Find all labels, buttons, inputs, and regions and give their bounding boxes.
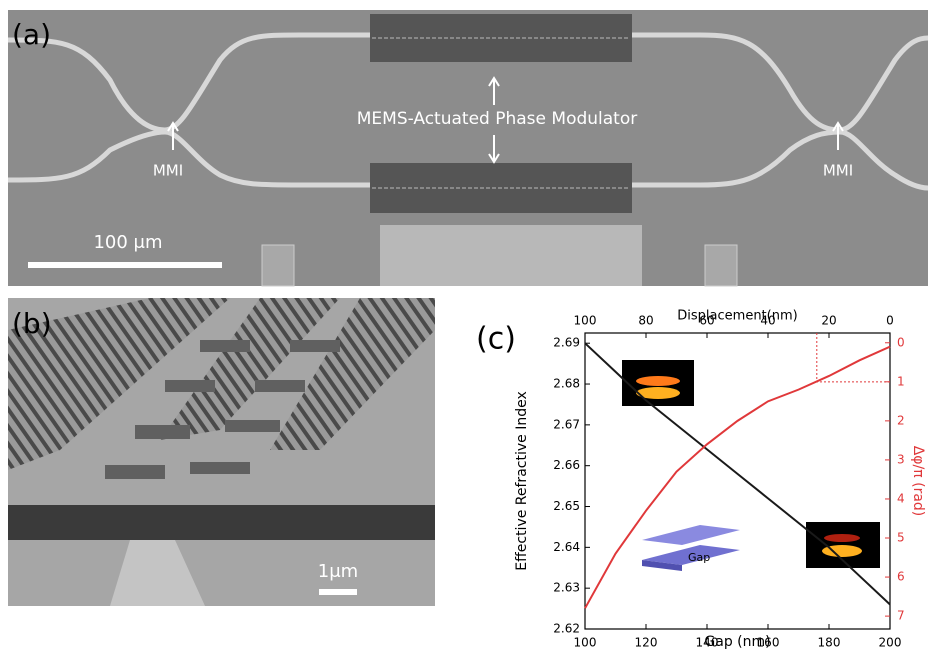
y2-tick-label: 1 bbox=[897, 374, 905, 388]
x-tick-label: 120 bbox=[635, 636, 658, 650]
x-axis-title: Gap (nm) bbox=[704, 634, 770, 650]
y-tick-label: 2.65 bbox=[553, 499, 580, 513]
y-axis-title: Effective Refractive Index bbox=[514, 391, 530, 570]
scale-label: 100 μm bbox=[93, 232, 162, 253]
mmi-label: MMI bbox=[823, 162, 853, 180]
inset-label: Gap bbox=[688, 551, 710, 564]
mmi-label: MMI bbox=[153, 162, 183, 180]
page: (a) MEMS-Actuated Phase Modulator MMI MM… bbox=[0, 0, 928, 655]
x2-tick-label: 0 bbox=[886, 314, 894, 328]
y-tick-label: 2.69 bbox=[553, 336, 580, 350]
panel-label: (b) bbox=[12, 307, 52, 340]
x2-tick-label: 80 bbox=[638, 314, 653, 328]
x2-axis-title: Displacement(nm) bbox=[677, 309, 797, 324]
scale-label: 1μm bbox=[318, 561, 358, 582]
scale-bar bbox=[319, 589, 357, 595]
mode-inset bbox=[824, 534, 860, 542]
annotation: MEMS-Actuated Phase Modulator bbox=[357, 109, 637, 129]
figure: (a) MEMS-Actuated Phase Modulator MMI MM… bbox=[0, 0, 928, 651]
panel-a: (a) MEMS-Actuated Phase Modulator MMI MM… bbox=[8, 10, 928, 286]
scale-bar bbox=[28, 262, 222, 268]
panel-label: (c) bbox=[476, 322, 516, 357]
y-tick-label: 2.66 bbox=[553, 458, 580, 472]
y-tick-label: 2.67 bbox=[553, 417, 580, 431]
panel-label: (a) bbox=[12, 18, 51, 51]
y2-tick-label: 5 bbox=[897, 531, 905, 545]
pad bbox=[705, 245, 737, 286]
x-tick-label: 180 bbox=[818, 636, 841, 650]
x-tick-label: 200 bbox=[879, 636, 902, 650]
x2-tick-label: 100 bbox=[574, 314, 597, 328]
y2-tick-label: 4 bbox=[897, 491, 905, 505]
y2-tick-label: 7 bbox=[897, 609, 905, 623]
panel-b: (b) 1μm bbox=[8, 298, 435, 606]
y-tick-label: 2.63 bbox=[553, 581, 580, 595]
y2-tick-label: 3 bbox=[897, 452, 905, 466]
y2-tick-label: 2 bbox=[897, 413, 905, 427]
y2-tick-label: 6 bbox=[897, 570, 905, 584]
pad bbox=[262, 245, 294, 286]
x2-tick-label: 20 bbox=[821, 314, 836, 328]
waveguide bbox=[8, 505, 435, 540]
y2-axis-title: Δφ/π (rad) bbox=[910, 446, 926, 517]
y-tick-label: 2.68 bbox=[553, 377, 580, 391]
y2-tick-label: 0 bbox=[897, 335, 905, 349]
pad bbox=[380, 225, 642, 286]
reference-line bbox=[817, 333, 890, 382]
y-tick-label: 2.64 bbox=[553, 540, 580, 554]
y-tick-label: 2.62 bbox=[553, 622, 580, 636]
x-tick-label: 100 bbox=[574, 636, 597, 650]
slab-inset bbox=[642, 525, 740, 545]
mode-inset bbox=[636, 376, 680, 386]
